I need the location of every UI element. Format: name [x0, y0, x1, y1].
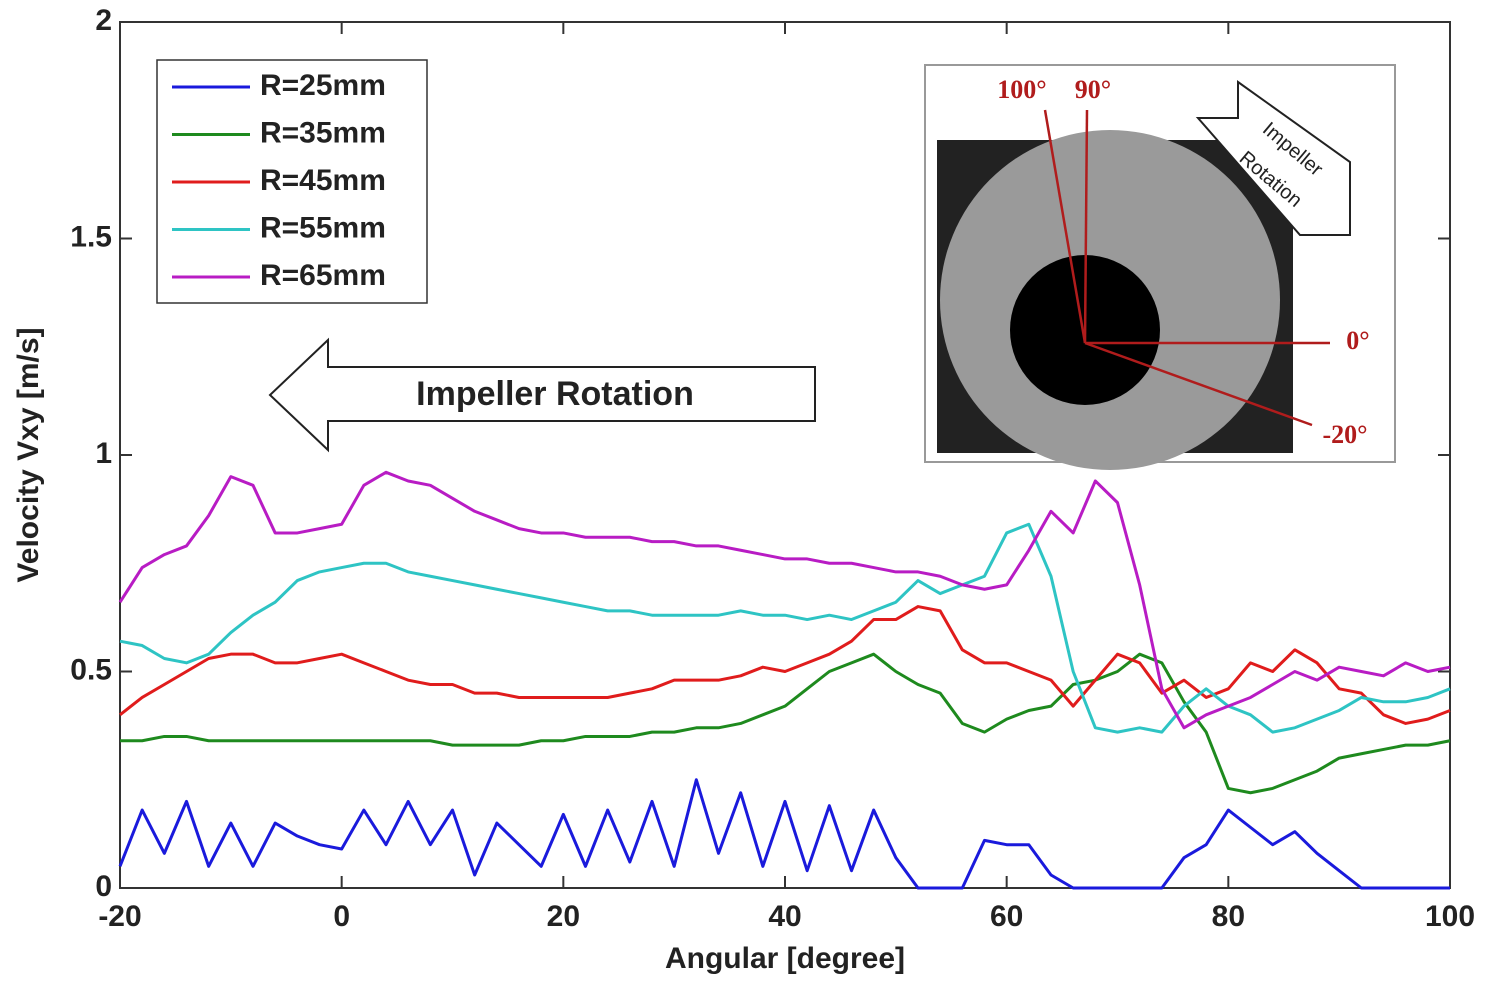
data-line: [120, 652, 1451, 795]
ref-line: [1083, 109, 1089, 344]
ref-line: [1084, 341, 1313, 427]
arrow-shape: [268, 337, 816, 453]
inset: 100° 90° 0° -20° Impeller Rotation: [924, 64, 1396, 470]
legend-label: R=25mm: [260, 69, 386, 102]
x-tick-label: 100: [1425, 900, 1475, 933]
annotation: 0°: [1346, 326, 1369, 355]
annotation: Impeller Rotation: [416, 375, 694, 413]
y-tick-label: 1: [95, 437, 112, 470]
y-tick-label: 2: [95, 4, 112, 37]
data-line: [119, 605, 1451, 725]
x-tick-label: 60: [990, 900, 1023, 933]
x-tick-label: -20: [98, 900, 141, 933]
x-axis-label: Angular [degree]: [665, 942, 905, 975]
annotation: -20°: [1322, 420, 1367, 449]
legend: R=25mm R=35mm R=45mm R=55mm R=65mm: [156, 59, 428, 304]
data-line: [118, 778, 1450, 890]
rotation-arrow: Impeller Rotation: [268, 337, 816, 453]
y-tick-label: 1.5: [70, 220, 112, 253]
x-tick-label: 80: [1212, 900, 1245, 933]
x-tick-label: 40: [768, 900, 801, 933]
x-tick-label: 20: [547, 900, 580, 933]
annotation: 90°: [1075, 75, 1111, 104]
inset-arrow: [1195, 80, 1351, 236]
annotation: 100°: [997, 75, 1046, 104]
y-tick-label: 0.5: [70, 653, 112, 686]
legend-label: R=55mm: [260, 211, 386, 244]
ref-line: [1043, 109, 1087, 344]
data-line: [118, 470, 1451, 730]
legend-label: R=65mm: [260, 259, 386, 292]
legend-label: R=45mm: [260, 164, 386, 197]
y-axis-label: Velocity Vxy [m/s]: [12, 327, 45, 582]
legend-label: R=35mm: [260, 116, 386, 149]
y-tick-label: 0: [95, 870, 112, 903]
data-line: [119, 522, 1451, 734]
x-tick-label: 0: [333, 900, 350, 933]
